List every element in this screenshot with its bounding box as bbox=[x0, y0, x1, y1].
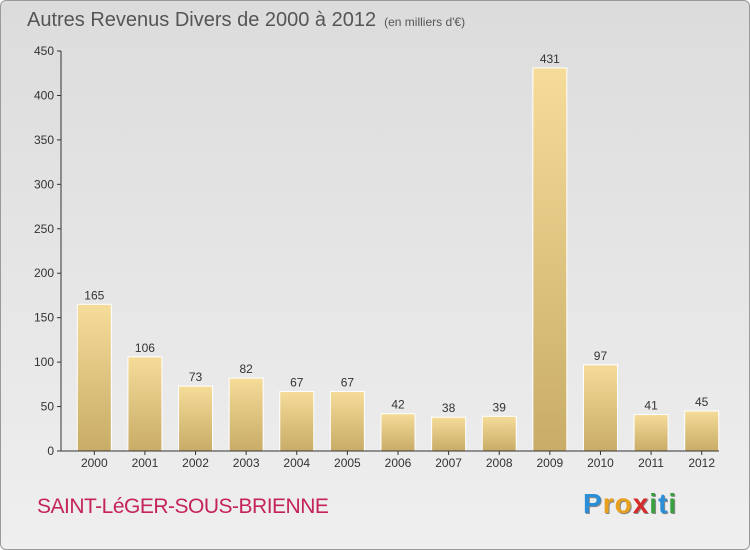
x-tick-label: 2012 bbox=[688, 456, 715, 470]
bar-value-label: 431 bbox=[540, 52, 560, 66]
logo-letter: r bbox=[602, 488, 615, 519]
bar-2010 bbox=[582, 364, 618, 452]
bar-value-label: 73 bbox=[189, 370, 203, 384]
y-tick-label: 0 bbox=[47, 444, 54, 458]
bar-2004 bbox=[279, 390, 315, 452]
x-tick-label: 2008 bbox=[486, 456, 513, 470]
bar-value-label: 82 bbox=[239, 362, 253, 376]
x-tick-label: 2001 bbox=[132, 456, 159, 470]
axes-layer: 2000 2001 2002 2003 2004 2005 2006 2007 2008 2009… bbox=[34, 44, 719, 470]
x-tick-label: 2002 bbox=[182, 456, 209, 470]
bar-2012 bbox=[684, 410, 720, 452]
x-tick-label: 2009 bbox=[536, 456, 563, 470]
x-tick-label: 2006 bbox=[385, 456, 412, 470]
logo-letter: x bbox=[632, 488, 650, 519]
x-tick-label: 2007 bbox=[435, 456, 462, 470]
commune-name: SAINT-LéGER-SOUS-BRIENNE bbox=[37, 495, 329, 518]
bar-2008 bbox=[481, 415, 517, 452]
x-tick-label: 2005 bbox=[334, 456, 361, 470]
bar-value-label: 67 bbox=[290, 375, 304, 389]
bar-2002 bbox=[178, 385, 214, 452]
logo-letter: o bbox=[614, 488, 633, 519]
y-tick-label: 200 bbox=[34, 266, 54, 280]
chart-title-unit: (en milliers d'€) bbox=[384, 15, 466, 29]
y-tick-label: 150 bbox=[34, 311, 54, 325]
y-tick-label: 50 bbox=[41, 400, 55, 414]
bar-2007 bbox=[431, 416, 467, 452]
y-tick-label: 300 bbox=[34, 177, 54, 191]
bar-value-label: 45 bbox=[695, 395, 709, 409]
bars-layer: 165 106 73 82 67 67 42 38 39 431 97 41 45 bbox=[76, 52, 720, 452]
y-tick-label: 250 bbox=[34, 222, 54, 236]
x-tick-label: 2010 bbox=[587, 456, 614, 470]
bar-2003 bbox=[228, 377, 264, 452]
x-tick-label: 2003 bbox=[233, 456, 260, 470]
logo-letter: i bbox=[668, 488, 678, 519]
bar-2011 bbox=[633, 414, 669, 452]
y-tick-label: 350 bbox=[34, 133, 54, 147]
y-tick-label: 400 bbox=[34, 88, 54, 102]
logo-letter: i bbox=[649, 488, 659, 519]
y-tick-label: 450 bbox=[34, 44, 54, 58]
bar-2001 bbox=[127, 356, 163, 452]
x-tick-label: 2011 bbox=[638, 456, 664, 470]
bar-2009 bbox=[532, 67, 568, 452]
x-tick-label: 2004 bbox=[283, 456, 310, 470]
bar-value-label: 42 bbox=[391, 398, 405, 412]
bar-value-label: 38 bbox=[442, 401, 456, 415]
bar-2000 bbox=[76, 303, 112, 452]
bar-2005 bbox=[329, 390, 365, 452]
bar-value-label: 39 bbox=[493, 400, 507, 414]
bar-value-label: 106 bbox=[135, 341, 155, 355]
bar-2006 bbox=[380, 413, 416, 452]
x-tick-label: 2000 bbox=[81, 456, 108, 470]
y-tick-label: 100 bbox=[34, 355, 54, 369]
proxiti-logo: Proxiti bbox=[583, 488, 677, 520]
logo-letter: t bbox=[658, 488, 669, 519]
bar-value-label: 165 bbox=[84, 288, 104, 302]
logo-letter: P bbox=[583, 488, 603, 519]
bar-value-label: 97 bbox=[594, 349, 608, 363]
bar-value-label: 41 bbox=[644, 399, 658, 413]
bar-value-label: 67 bbox=[341, 375, 355, 389]
chart-title: Autres Revenus Divers de 2000 à 2012 (en … bbox=[27, 9, 466, 31]
